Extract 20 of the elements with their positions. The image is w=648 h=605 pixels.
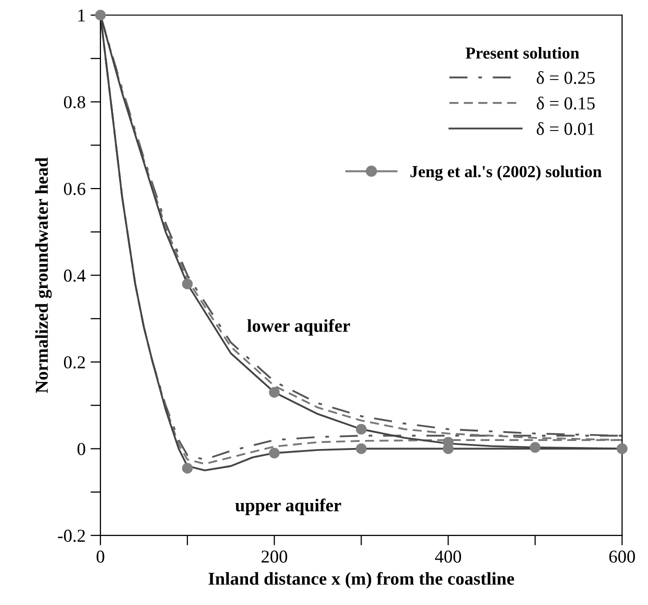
annotation: upper aquifer (235, 498, 342, 516)
x-tick-label: 200 (262, 550, 288, 563)
x-tick-label: 0 (96, 550, 104, 563)
y-tick-label: 0 (78, 442, 86, 456)
legend-label: δ = 0.15 (536, 96, 595, 110)
y-tick-label: -0.2 (58, 530, 85, 542)
y-tick-label: 1 (78, 9, 85, 22)
annotation: lower aquifer (247, 319, 350, 336)
x-axis-title: Inland distance x (m) from the coastline (208, 572, 514, 588)
y-tick-label: 0.4 (64, 270, 86, 282)
legend-label: δ = 0.01 (536, 122, 594, 136)
legend-label: δ = 0.25 (536, 71, 595, 84)
x-tick-label: 600 (609, 550, 635, 563)
y-tick-label: 0.2 (64, 356, 85, 369)
y-tick-label: 0.8 (64, 96, 86, 108)
y-axis-title: Normalized groundwater head (35, 157, 52, 393)
y-tick-label: 0.6 (64, 182, 86, 196)
legend-title: Present solution (466, 46, 580, 59)
x-tick-label: 400 (435, 550, 462, 563)
legend-label: Jeng et al.'s (2002) solution (410, 166, 602, 181)
